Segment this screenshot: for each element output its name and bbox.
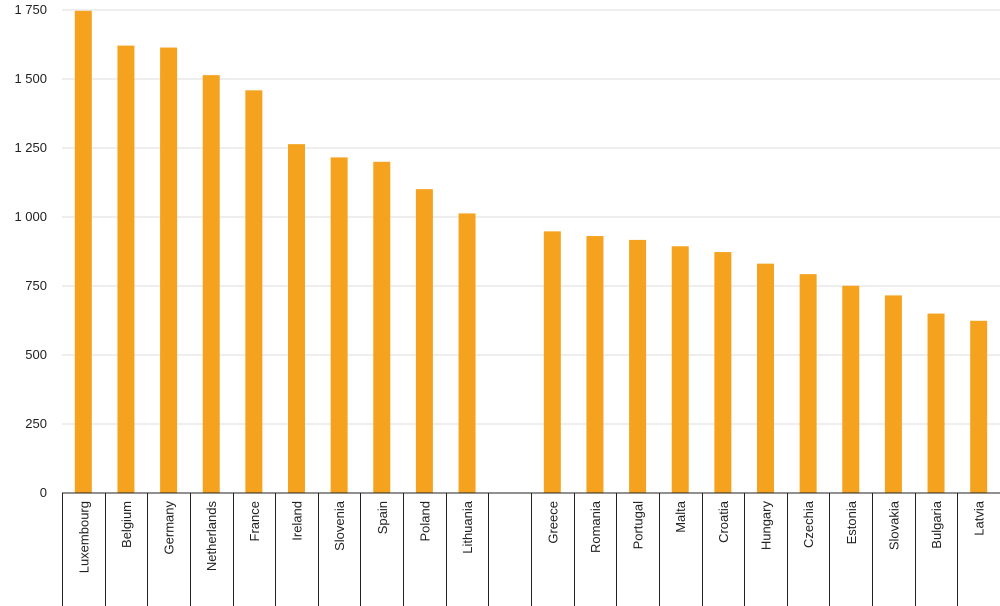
- x-category-label: Poland: [417, 501, 432, 541]
- gridlines: [62, 9, 1000, 425]
- bar: [458, 213, 476, 494]
- bar: [415, 189, 433, 493]
- x-category-label: Ireland: [290, 501, 305, 541]
- x-category-label: Hungary: [759, 501, 774, 551]
- bar: [74, 10, 92, 493]
- bar: [160, 47, 178, 493]
- bar: [543, 231, 561, 494]
- x-category-label: Portugal: [631, 501, 646, 550]
- bar: [799, 274, 817, 493]
- bar: [629, 239, 647, 493]
- x-category-label: Slovakia: [886, 500, 901, 550]
- bar: [714, 252, 732, 493]
- x-category-label: Lithuania: [460, 500, 475, 554]
- x-category-label: Latvia: [972, 500, 987, 535]
- bars: [74, 10, 988, 494]
- bar: [117, 45, 135, 493]
- y-tick-label: 1 500: [14, 71, 47, 86]
- bar: [884, 295, 902, 493]
- x-category-label: Slovenia: [332, 500, 347, 551]
- x-category-label: France: [247, 501, 262, 541]
- x-category-label: Belgium: [119, 501, 134, 548]
- x-category-label: Romania: [588, 500, 603, 553]
- y-axis-tick-labels: 0 250 500 750 1 000 1 250 1 500 1 750: [14, 2, 47, 500]
- x-category-label: Czechia: [801, 500, 816, 548]
- y-tick-label: 1 000: [14, 209, 47, 224]
- bar: [671, 246, 689, 493]
- y-tick-label: 1 750: [14, 2, 47, 17]
- x-category-label: Luxembourg: [76, 501, 91, 573]
- bar: [927, 313, 945, 493]
- y-tick-label: 750: [25, 278, 47, 293]
- x-category-label: Croatia: [716, 500, 731, 543]
- y-tick-label: 250: [25, 416, 47, 431]
- x-category-label: Spain: [375, 501, 390, 534]
- x-category-label: Greece: [545, 501, 560, 544]
- y-tick-label: 0: [40, 485, 47, 500]
- bar: [245, 90, 263, 493]
- bar: [970, 320, 988, 493]
- y-tick-label: 500: [25, 347, 47, 362]
- x-axis-category-labels: Luxembourg Belgium Germany Netherlands Franc…: [76, 500, 986, 573]
- x-category-label: Estonia: [844, 500, 859, 544]
- bar: [842, 285, 860, 493]
- x-category-label: Germany: [162, 501, 177, 555]
- bar: [288, 144, 305, 494]
- bar: [586, 236, 604, 493]
- x-category-label: Malta: [673, 500, 688, 533]
- bar: [330, 157, 348, 493]
- category-axis-grid: [62, 492, 1000, 606]
- y-tick-label: 1 250: [14, 140, 47, 155]
- bar: [373, 161, 391, 494]
- bar: [202, 75, 220, 494]
- bar: [757, 263, 774, 493]
- x-category-label: Bulgaria: [929, 500, 944, 548]
- x-category-label: Netherlands: [204, 501, 219, 572]
